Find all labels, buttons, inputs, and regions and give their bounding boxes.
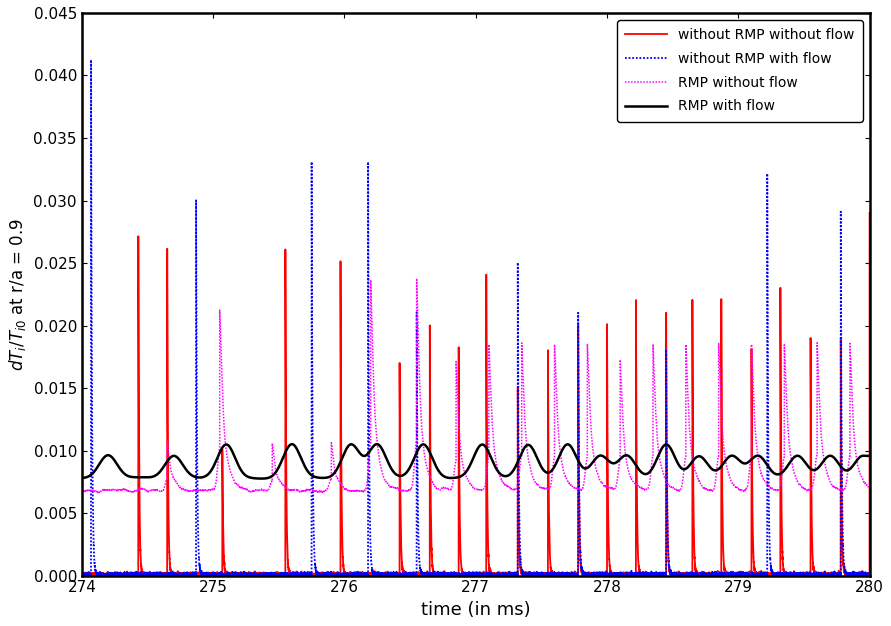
RMP with flow [864,452,875,459]
without RMP without flow [113,572,124,579]
Line: RMP with flow: RMP with flow [82,444,870,479]
RMP with flow [77,474,87,481]
RMP with flow [160,459,171,467]
Y-axis label: $dT_i/T_{i0}$ at r/a = 0.9: $dT_i/T_{i0}$ at r/a = 0.9 [7,218,28,371]
RMP with flow [141,474,151,481]
RMP without flow [864,484,875,491]
Line: without RMP without flow: without RMP without flow [82,213,870,576]
without RMP with flow [790,572,801,579]
Legend: without RMP without flow, without RMP with flow, RMP without flow, RMP with flow: without RMP without flow, without RMP wi… [617,20,862,121]
without RMP with flow [141,572,151,579]
without RMP without flow [160,572,171,579]
without RMP with flow [77,571,87,578]
RMP with flow [113,463,124,471]
without RMP without flow [606,571,617,578]
without RMP with flow [160,572,171,579]
Line: RMP without flow: RMP without flow [82,279,870,493]
without RMP with flow [86,56,96,64]
without RMP without flow [77,570,87,578]
without RMP with flow [607,571,617,578]
without RMP with flow [478,572,489,580]
RMP without flow [141,487,151,495]
without RMP without flow [790,570,801,577]
without RMP with flow [864,572,875,579]
RMP without flow [607,485,617,492]
RMP with flow [607,459,617,466]
without RMP with flow [113,572,124,579]
RMP with flow [592,454,602,461]
RMP without flow [592,467,602,475]
without RMP without flow [864,209,875,217]
RMP without flow [412,275,422,282]
without RMP without flow [592,572,602,579]
RMP without flow [790,474,801,481]
without RMP without flow [364,572,375,580]
without RMP with flow [592,570,602,578]
X-axis label: time (in ms): time (in ms) [421,601,530,619]
RMP with flow [287,440,298,448]
RMP without flow [77,488,87,496]
RMP without flow [113,486,124,493]
RMP without flow [160,477,171,485]
RMP with flow [256,475,266,483]
RMP with flow [790,453,801,460]
without RMP without flow [141,572,151,579]
RMP without flow [94,489,104,496]
Line: without RMP with flow: without RMP with flow [82,60,870,576]
